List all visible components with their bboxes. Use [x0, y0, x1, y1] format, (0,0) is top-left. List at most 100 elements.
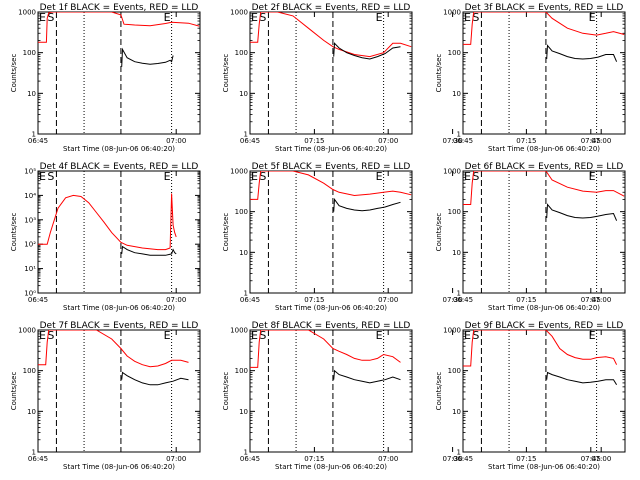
marker-E-start: E [39, 329, 46, 342]
y-axis-label: Counts/sec [10, 213, 18, 252]
y-tick-label: 1 [457, 290, 461, 298]
marker-S: S [47, 329, 54, 342]
plot-frame [462, 11, 626, 135]
x-tick-label: 07:45 [581, 455, 601, 463]
y-tick-label: 100 [448, 367, 461, 375]
panel-title: Det 9f BLACK = Events, RED = LLD [465, 321, 624, 331]
x-tick-label: 07:15 [304, 455, 324, 463]
plot-frame [249, 11, 413, 135]
y-tick-label: 1000 [230, 168, 248, 176]
y-axis-label: Counts/sec [222, 54, 230, 93]
x-tick-label: 06:45 [453, 455, 473, 463]
marker-S: S [259, 329, 266, 342]
y-axis-label: Counts/sec [222, 372, 230, 411]
y-axis-label: Counts/sec [222, 213, 230, 252]
x-axis-label: Start Time (08-Jun-06 06:40:20) [275, 463, 387, 471]
x-tick-label: 07:15 [304, 296, 324, 304]
series-events-line [333, 42, 401, 60]
plot-frame [249, 170, 413, 294]
panel-det-8: Det 8f BLACK = Events, RED = LLD 1 10 100 10… [222, 321, 536, 471]
marker-E-start: E [39, 170, 46, 183]
y-axis-label: Counts/sec [10, 54, 18, 93]
y-tick-label: 10³ [24, 216, 36, 224]
y-tick-label: 1 [244, 290, 248, 298]
x-axis-label: Start Time (08-Jun-06 06:40:20) [275, 145, 387, 153]
x-tick-label: 07:00 [166, 455, 186, 463]
plot-frame [37, 329, 201, 453]
y-tick-label: 1000 [443, 168, 461, 176]
x-axis-label: Start Time (08-Jun-06 06:40:20) [488, 463, 600, 471]
x-tick-label: 07:45 [581, 137, 601, 145]
series-lld-line [463, 12, 625, 45]
marker-E-end: E [164, 329, 171, 342]
series-events-line [546, 203, 618, 221]
x-axis-label: Start Time (08-Jun-06 06:40:20) [63, 145, 175, 153]
panel-det-7: Det 7f BLACK = Events, RED = LLD11010010… [10, 321, 601, 471]
y-tick-label: 1 [244, 449, 248, 457]
y-tick-label: 100 [448, 49, 461, 57]
y-tick-label: 1000 [18, 9, 36, 17]
panel-det-9: Det 9f BLACK = Events, RED = LLD 1 10 100 10… [435, 321, 626, 471]
x-tick-label: 07:15 [516, 455, 536, 463]
marker-E-end: E [589, 170, 596, 183]
series-events-line [121, 245, 177, 256]
y-tick-label: 10 [27, 90, 36, 98]
marker-S: S [472, 329, 479, 342]
series-events-line [546, 44, 618, 62]
x-axis-label: Start Time (08-Jun-06 06:40:20) [63, 463, 175, 471]
x-tick-label: 07:00 [166, 137, 186, 145]
marker-E-end: E [376, 170, 383, 183]
panel-title: Det 1f BLACK = Events, RED = LLD [40, 3, 199, 13]
plot-frame [462, 170, 626, 294]
y-tick-label: 10 [239, 90, 248, 98]
y-tick-label: 10 [452, 249, 461, 257]
x-tick-label: 06:45 [240, 296, 260, 304]
panel-title: Det 3f BLACK = Events, RED = LLD [465, 3, 624, 13]
y-tick-label: 10 [239, 249, 248, 257]
x-axis-label: Start Time (08-Jun-06 06:40:20) [275, 304, 387, 312]
y-tick-label: 100 [23, 367, 36, 375]
marker-E-start: E [464, 170, 471, 183]
y-tick-label: 10² [24, 241, 36, 249]
y-tick-label: 1000 [230, 327, 248, 335]
x-tick-label: 07:30 [443, 455, 463, 463]
marker-E-end: E [589, 11, 596, 24]
x-tick-label: 07:00 [378, 455, 398, 463]
series-events-line [333, 197, 401, 212]
y-axis-label: Counts/sec [435, 213, 443, 252]
marker-S: S [47, 170, 54, 183]
x-axis-label: Start Time (08-Jun-06 06:40:20) [488, 304, 600, 312]
marker-S: S [47, 11, 54, 24]
y-tick-label: 10 [452, 408, 461, 416]
x-tick-label: 06:45 [240, 455, 260, 463]
plot-frame [37, 170, 201, 294]
plot-frame [462, 329, 626, 453]
panel-title: Det 8f BLACK = Events, RED = LLD [252, 321, 411, 331]
marker-E-start: E [251, 11, 258, 24]
marker-E-end: E [376, 11, 383, 24]
series-lld-line [250, 171, 412, 200]
y-tick-label: 1000 [18, 327, 36, 335]
marker-E-start: E [39, 11, 46, 24]
panel-title: Det 4f BLACK = Events, RED = LLD [40, 162, 199, 172]
marker-E-end: E [164, 11, 171, 24]
x-tick-label: 07:00 [591, 455, 611, 463]
x-tick-label: 07:00 [166, 296, 186, 304]
x-tick-label: 07:00 [378, 137, 398, 145]
x-tick-label: 07:00 [378, 296, 398, 304]
y-tick-label: 1 [244, 131, 248, 139]
series-lld-line [250, 12, 412, 58]
series-lld-line [463, 330, 618, 367]
y-tick-label: 100 [448, 208, 461, 216]
x-tick-label: 06:45 [28, 137, 48, 145]
plot-frame [37, 11, 201, 135]
marker-E-start: E [464, 11, 471, 24]
panel-det-6: Det 6f BLACK = Events, RED = LLD 1 10 100 10… [435, 162, 626, 312]
marker-E-start: E [464, 329, 471, 342]
x-axis-label: Start Time (08-Jun-06 06:40:20) [63, 304, 175, 312]
x-tick-label: 07:00 [591, 296, 611, 304]
x-tick-label: 07:00 [591, 137, 611, 145]
y-tick-label: 10⁵ [24, 168, 36, 176]
series-events-line [121, 47, 174, 67]
y-tick-label: 100 [235, 49, 248, 57]
